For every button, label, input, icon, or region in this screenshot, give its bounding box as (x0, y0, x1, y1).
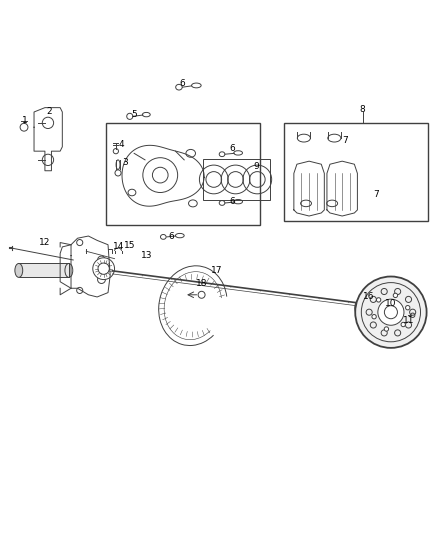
Text: 11: 11 (403, 317, 414, 326)
Text: 18: 18 (196, 279, 207, 288)
Text: 6: 6 (168, 231, 174, 240)
Text: 5: 5 (131, 110, 137, 119)
Text: 7: 7 (373, 190, 378, 199)
Text: 16: 16 (364, 293, 375, 302)
Text: 6: 6 (229, 197, 235, 206)
Text: 10: 10 (385, 299, 397, 308)
Text: 2: 2 (46, 108, 52, 117)
Text: 8: 8 (360, 106, 365, 114)
Text: 13: 13 (141, 251, 153, 260)
Circle shape (401, 322, 406, 327)
Circle shape (378, 299, 404, 325)
Bar (106, 123, 260, 225)
Circle shape (98, 276, 106, 284)
Circle shape (372, 314, 376, 319)
Circle shape (384, 327, 389, 331)
Circle shape (93, 258, 115, 279)
Circle shape (77, 287, 83, 294)
Text: 7: 7 (343, 136, 348, 145)
Text: 14: 14 (113, 243, 124, 252)
Circle shape (376, 298, 381, 302)
Circle shape (355, 277, 427, 348)
Bar (284, 123, 428, 221)
Text: 17: 17 (211, 266, 223, 276)
Text: 6: 6 (229, 144, 235, 154)
Bar (203, 159, 270, 200)
Text: 3: 3 (123, 158, 128, 166)
Text: 1: 1 (22, 116, 28, 125)
Circle shape (406, 305, 410, 310)
Circle shape (393, 293, 398, 297)
Text: 4: 4 (118, 140, 124, 149)
Text: 15: 15 (124, 241, 135, 250)
Ellipse shape (15, 263, 23, 277)
Circle shape (77, 239, 83, 246)
Text: 9: 9 (253, 162, 259, 171)
Circle shape (98, 256, 106, 264)
Text: 12: 12 (39, 238, 51, 247)
Bar (19, 263, 69, 277)
Text: 6: 6 (179, 79, 185, 88)
Circle shape (355, 296, 379, 320)
